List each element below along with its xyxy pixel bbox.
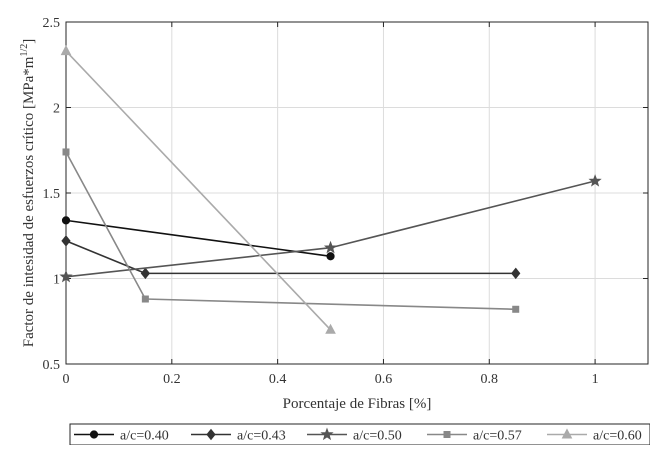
data-point <box>60 45 72 56</box>
series-a/c=0.57 <box>62 148 520 313</box>
legend-label: a/c=0.60 <box>593 429 642 444</box>
data-point <box>512 305 520 313</box>
y-tick-label: 0.5 <box>43 358 61 373</box>
series-line <box>65 50 332 331</box>
data-point <box>62 148 70 156</box>
y-tick-label: 1 <box>53 273 60 288</box>
legend-marker <box>320 427 334 441</box>
data-point <box>588 174 602 187</box>
series-a/c=0.40 <box>61 216 335 261</box>
legend-marker <box>561 428 573 439</box>
series-a/c=0.50 <box>59 174 602 283</box>
series-a/c=0.43 <box>61 235 521 280</box>
legend-label: a/c=0.50 <box>353 429 402 444</box>
series-layer <box>59 45 602 334</box>
x-tick-label: 0 <box>63 372 70 387</box>
legend-entry-a/c=0.43: a/c=0.43 <box>191 429 286 444</box>
x-tick-label: 0.2 <box>163 372 181 387</box>
y-axis-label-superscript: 1/2 <box>19 44 30 57</box>
y-axis-label-main: Factor de intesidad de esfuerzos crítico… <box>21 56 37 347</box>
legend-marker <box>206 428 216 441</box>
data-point <box>140 267 151 280</box>
y-tick-label: 2.5 <box>43 16 61 31</box>
legend-label: a/c=0.57 <box>473 429 522 444</box>
legend-label: a/c=0.43 <box>237 429 286 444</box>
legend: a/c=0.40 a/c=0.43 a/c=0.50 a/c=0.57 a/c=0.60 <box>69 423 650 446</box>
x-tick-label: 0.6 <box>375 372 393 387</box>
legend-entry-a/c=0.60: a/c=0.60 <box>547 428 642 444</box>
legend-label: a/c=0.40 <box>120 429 169 444</box>
legend-marker <box>443 431 451 438</box>
data-point <box>59 269 73 283</box>
legend-entry-a/c=0.50: a/c=0.50 <box>307 427 402 444</box>
legend-entry-a/c=0.57: a/c=0.57 <box>427 429 522 444</box>
y-axis-label: Factor de intesidad de esfuerzos crítico… <box>19 39 37 348</box>
data-point <box>141 295 149 303</box>
x-tick-label: 1 <box>592 372 599 387</box>
x-tick-label: 0.4 <box>269 372 287 387</box>
data-point <box>325 323 336 334</box>
data-point <box>323 240 338 254</box>
data-point <box>511 267 521 280</box>
series-line <box>65 219 331 258</box>
series-a/c=0.60 <box>60 45 336 334</box>
tick-layer: 0 0.2 0.4 0.6 0.8 1 0.5 1 1.5 2 2.5 <box>43 16 648 387</box>
legend-entry-a/c=0.40: a/c=0.40 <box>74 429 169 444</box>
data-point <box>61 216 71 225</box>
data-point <box>326 252 335 261</box>
y-tick-label: 1.5 <box>43 187 61 202</box>
x-axis-label: Porcentaje de Fibras [%] <box>283 396 432 412</box>
legend-marker <box>89 430 99 439</box>
y-tick-label: 2 <box>53 102 60 117</box>
x-tick-label: 0.8 <box>481 372 499 387</box>
data-point <box>61 235 71 247</box>
y-axis-label-close: ] <box>21 39 37 44</box>
